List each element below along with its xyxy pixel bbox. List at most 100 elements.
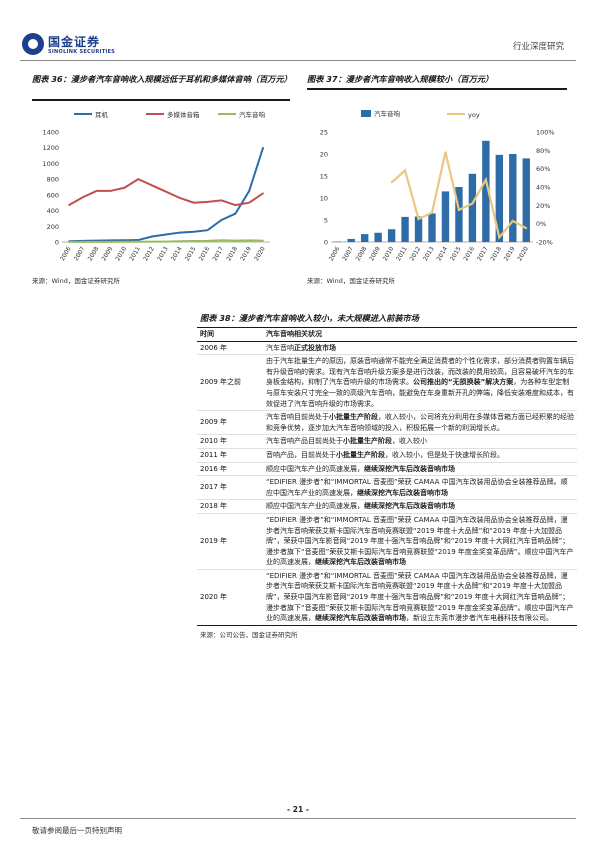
fig37-svg: 汽车音响 yoy 0 5 10 15 20 25 -20% 0% 20% 40% 60% 80% 100% 2… [320, 109, 555, 262]
row-status: 汽车音响产品目前尚处于小批量生产阶段，收入较小 [263, 434, 577, 449]
highlight-text: 小批量生产阶段 [343, 437, 392, 446]
x-tick-label: 2008 [87, 245, 101, 262]
x-tick-label: 2020 [253, 245, 267, 262]
report-type: 行业深度研究 [512, 42, 564, 52]
series-point-2 [123, 240, 126, 243]
y-tick-label: 1400 [42, 129, 59, 137]
series-point-0 [234, 212, 237, 215]
fig36-chart: 耳机 多媒体音箱 汽车音响 0 200 400 600 800 1000 1200 1400 2006… [32, 102, 290, 276]
legend-label-0: 耳机 [95, 110, 109, 119]
yoy-point [390, 181, 393, 184]
yoy-point [404, 169, 406, 172]
x-tick-label: 2016 [198, 245, 212, 262]
y-right-tick-label: 20% [536, 202, 550, 210]
series-point-1 [165, 190, 167, 193]
row-year: 2009 年 [197, 410, 263, 436]
fig36-title: 图表 36：漫步者汽车音响收入规模远低于耳机和多媒体音响（百万元） [32, 74, 292, 84]
row-year: 2020 年 [197, 569, 263, 626]
series-point-2 [262, 239, 264, 242]
series-point-0 [109, 239, 112, 242]
status-text: ，收入较小，公司将充分利用在多媒体音箱方面已经积累的经验和竞争优势，逐步加大汽车… [266, 413, 574, 432]
row-status: “EDIFIER 漫步者”和“IMMORTAL 音麦图”荣获 CAMAA 中国汽… [263, 475, 577, 501]
series-point-2 [234, 239, 237, 242]
series-point-0 [151, 235, 153, 238]
legend-label-line: yoy [468, 111, 480, 119]
row-status: 汽车音响正式投放市场 [263, 341, 577, 356]
y-tick-label: 600 [47, 191, 59, 199]
highlight-text: 正式投放市场 [294, 343, 336, 352]
x-tick-label: 2019 [239, 245, 253, 262]
series-point-2 [95, 241, 98, 243]
yoy-point [525, 227, 528, 230]
series-point-1 [192, 201, 195, 204]
yoy-point [444, 151, 447, 154]
x-tick-label: 2015 [184, 245, 198, 262]
yoy-point [511, 220, 514, 222]
x-tick-label: 2011 [128, 245, 142, 262]
status-text: 汽车音响目前尚处于 [266, 413, 329, 422]
series-point-2 [82, 241, 84, 243]
status-text: 顺应中国汽车产业的高速发展， [266, 464, 364, 473]
x-tick-label: 2006 [328, 245, 342, 262]
highlight-text: 继续深挖汽车后改装音响市场 [315, 614, 406, 623]
series-point-1 [179, 197, 181, 199]
table-row: 2018 年顺应中国汽车产业的高速发展，继续深挖汽车后改装音响市场 [197, 499, 577, 514]
y-tick-label: 1200 [42, 144, 59, 152]
y-tick-label: 200 [47, 223, 59, 231]
header-status: 汽车音响相关状况 [263, 327, 577, 342]
fig36-rule [32, 99, 290, 101]
x-tick-label: 2013 [422, 245, 436, 262]
series-point-1 [123, 186, 126, 189]
status-text: “EDIFIER 漫步者”和“IMMORTAL 音麦图”荣获 CAMAA 中国汽… [266, 571, 574, 623]
highlight-text: 继续深挖汽车后改装音响市场 [364, 502, 455, 511]
legend-swatch-bar [361, 110, 371, 117]
row-year: 2011 年 [197, 448, 263, 463]
series-point-0 [220, 219, 223, 221]
series-point-1 [220, 199, 223, 202]
yoy-point [484, 178, 487, 181]
series-point-1 [109, 190, 112, 192]
y-right-tick-label: 0% [536, 220, 546, 228]
highlight-text: 继续深挖汽车后改装音响市场 [315, 558, 406, 567]
table-row: 2006 年汽车音响正式投放市场 [197, 341, 577, 356]
y-left-tick-label: 10 [320, 195, 328, 203]
row-year: 2010 年 [197, 434, 263, 449]
bar [414, 216, 423, 242]
row-status: 顺应中国汽车产业的高速发展，继续深挖汽车后改装音响市场 [263, 499, 577, 514]
x-tick-label: 2014 [435, 245, 449, 262]
yoy-point [498, 236, 501, 239]
header-time: 时间 [197, 327, 263, 342]
x-tick-label: 2008 [355, 245, 369, 262]
y-right-tick-label: 60% [536, 165, 550, 173]
y-tick-label: 1000 [42, 160, 59, 168]
y-tick-label: 400 [47, 207, 59, 215]
y-right-tick-label: -20% [536, 239, 553, 247]
row-year: 2019 年 [197, 513, 263, 570]
y-tick-label: 800 [47, 176, 59, 184]
bar [347, 238, 355, 242]
series-point-0 [262, 146, 264, 149]
highlight-text: 小批量生产阶段 [329, 413, 378, 422]
y-tick-label: 0 [55, 239, 59, 247]
bar [455, 187, 463, 242]
series-point-0 [206, 229, 209, 232]
status-text: 汽车音响 [266, 343, 294, 352]
table38-source: 来源：公司公告，国金证券研究所 [200, 630, 298, 639]
y-left-tick-label: 5 [324, 217, 328, 225]
series-point-1 [248, 201, 250, 204]
bar [401, 216, 409, 242]
footer-divider [20, 818, 576, 819]
y-right-tick-label: 80% [536, 147, 550, 155]
row-year: 2009 年之前 [197, 354, 263, 412]
fig37-chart: 汽车音响 yoy 0 5 10 15 20 25 -20% 0% 20% 40% 60% 80% 100% 2… [307, 102, 567, 276]
fig37-source: 来源：Wind，国金证券研究所 [307, 277, 395, 285]
table-row: 2016 年顺应中国汽车产业的高速发展，继续深挖汽车后改装音响市场 [197, 462, 577, 477]
x-tick-label: 2020 [516, 245, 530, 262]
row-year: 2018 年 [197, 499, 263, 514]
series-point-1 [234, 204, 237, 206]
table-row: 2011 年音响产品，目前尚处于小批量生产阶段，收入较小，但是处于快速增长阶段。 [197, 448, 577, 463]
y-left-tick-label: 25 [320, 129, 328, 137]
table-row: 2009 年之前 由于汽车批量生产的原因，原装音响通常不能完全满足消费者的个性化需… [197, 354, 577, 412]
x-tick-label: 2019 [503, 245, 517, 262]
row-status: 顺应中国汽车产业的高速发展，继续深挖汽车后改装音响市场 [263, 462, 577, 477]
